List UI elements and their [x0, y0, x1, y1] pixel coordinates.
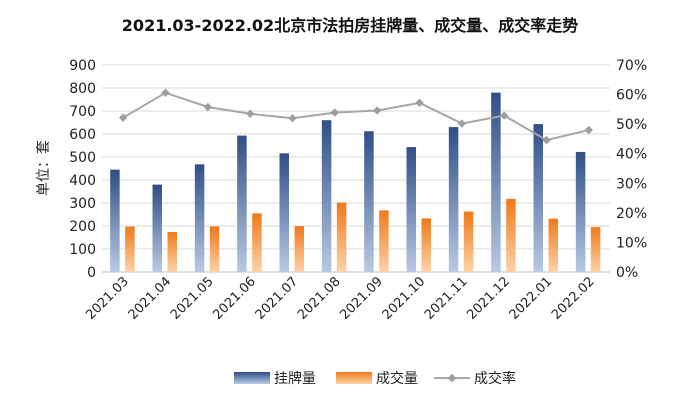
legend-label-listed: 挂牌量 — [274, 370, 316, 387]
bar-listed — [279, 153, 289, 272]
x-tick-label: 2021.05 — [168, 274, 217, 323]
chart-title: 2021.03-2022.02北京市法拍房挂牌量、成交量、成交率走势 — [122, 16, 578, 35]
y-tick-label: 700 — [69, 104, 96, 120]
rate-marker — [245, 109, 255, 118]
bar-listed — [152, 184, 162, 272]
bar-sold — [590, 227, 601, 272]
rate-line — [122, 91, 590, 142]
y-tick-label: 400 — [69, 173, 96, 189]
gridlines — [102, 64, 610, 273]
bar-listed — [194, 164, 205, 272]
bar-listed — [321, 120, 332, 272]
bar-sold — [463, 211, 474, 272]
bar-listed — [364, 131, 374, 272]
bar-sold — [506, 198, 516, 272]
x-tick-label: 2021.07 — [253, 274, 302, 323]
bar-listed — [406, 147, 416, 272]
bar-listed — [533, 124, 543, 272]
y-axis-label: 单位：套 — [36, 140, 52, 196]
x-tick-label: 2022.01 — [507, 274, 556, 323]
y-tick-label: 500 — [69, 150, 96, 166]
x-tick-label: 2022.02 — [549, 274, 598, 323]
y2-tick-label: 50% — [616, 117, 647, 133]
y-tick-label: 300 — [69, 196, 96, 212]
rate-marker — [288, 114, 297, 123]
bar-listed — [237, 135, 247, 272]
bar-listed — [448, 127, 459, 272]
rate-marker — [457, 119, 467, 128]
legend-label-sold: 成交量 — [376, 370, 418, 387]
bar-sold — [252, 213, 262, 272]
bar-sold — [125, 226, 135, 272]
bar-sold — [336, 202, 347, 272]
y-axis-ticks: 0 100 200 300 400 500 600 700 800 900 — [69, 58, 96, 281]
y2-axis-ticks: 0% 10% 20% 30% 40% 50% 60% 70% — [616, 58, 647, 281]
x-axis-ticks: 2021.032021.042021.052021.062021.072021.… — [83, 274, 597, 323]
x-tick-label: 2021.08 — [295, 274, 344, 323]
bar-listed — [110, 169, 120, 272]
x-tick-label: 2021.09 — [337, 274, 386, 323]
rate-marker — [330, 108, 340, 117]
bar-listed — [491, 92, 501, 272]
y2-tick-label: 0% — [616, 265, 638, 281]
y2-tick-label: 30% — [616, 176, 647, 192]
y-tick-label: 0 — [87, 265, 96, 281]
x-tick-label: 2021.06 — [210, 274, 259, 323]
rate-marker — [118, 113, 128, 122]
bar-sold — [379, 210, 389, 272]
y-tick-label: 200 — [69, 219, 96, 235]
x-tick-label: 2021.04 — [126, 274, 175, 323]
legend-marker-rate — [447, 373, 457, 383]
x-tick-label: 2021.03 — [83, 274, 132, 323]
rate-marker — [372, 106, 382, 115]
legend: 挂牌量 成交量 成交率 — [234, 370, 516, 387]
rate-marker — [584, 125, 594, 135]
y-tick-label: 600 — [69, 127, 96, 143]
y-tick-label: 100 — [69, 242, 96, 258]
x-tick-label: 2021.12 — [464, 274, 513, 323]
rate-marker — [203, 102, 213, 112]
rate-marker — [499, 111, 509, 120]
bars-group — [110, 92, 601, 272]
rate-marker — [415, 98, 424, 108]
y-tick-label: 800 — [69, 81, 96, 97]
bar-sold — [209, 226, 220, 272]
bar-sold — [421, 218, 431, 272]
y2-tick-label: 40% — [616, 147, 647, 163]
y-tick-label: 900 — [69, 58, 96, 74]
y2-tick-label: 60% — [616, 88, 647, 104]
rate-marker — [542, 135, 551, 145]
y2-tick-label: 20% — [616, 206, 647, 222]
x-tick-label: 2021.10 — [380, 274, 429, 323]
y2-tick-label: 70% — [616, 58, 647, 74]
bar-sold — [548, 218, 558, 272]
bar-sold — [294, 226, 304, 272]
legend-swatch-listed — [234, 372, 270, 384]
y2-tick-label: 10% — [616, 235, 647, 251]
bar-listed — [575, 151, 586, 272]
bar-sold — [167, 231, 177, 272]
rate-marker — [161, 88, 170, 97]
x-tick-label: 2021.11 — [422, 274, 471, 323]
legend-swatch-sold — [336, 372, 372, 384]
legend-label-rate: 成交率 — [474, 370, 516, 387]
rate-line-group — [118, 88, 594, 145]
